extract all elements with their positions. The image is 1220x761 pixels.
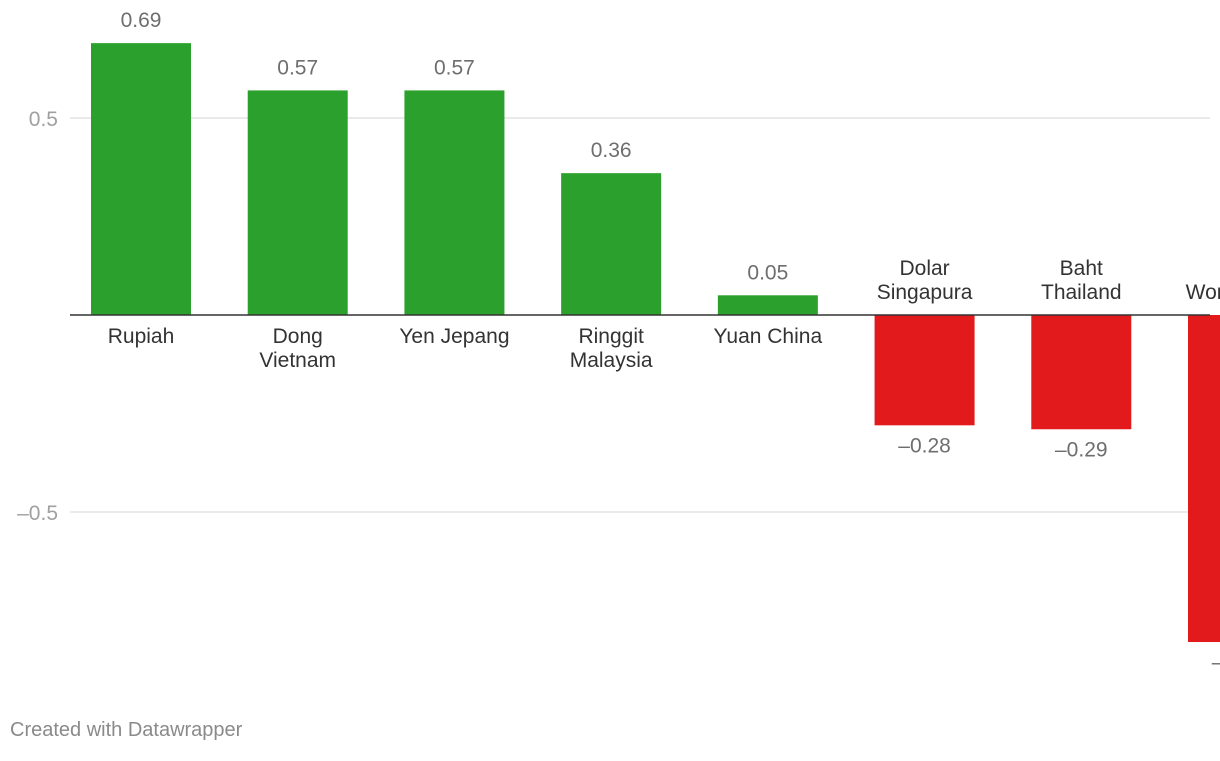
value-label: –0.29 bbox=[1055, 438, 1108, 461]
category-label-line: Yuan China bbox=[714, 325, 823, 348]
bar bbox=[561, 173, 662, 315]
bar bbox=[874, 315, 975, 426]
category-label-line: Dolar bbox=[899, 257, 949, 280]
category-label-line: Ringgit bbox=[578, 325, 644, 348]
value-label: 0.69 bbox=[121, 9, 162, 32]
category-label-line: Malaysia bbox=[570, 349, 653, 372]
bar bbox=[247, 90, 348, 315]
bar bbox=[1031, 315, 1132, 430]
category-label-line: Thailand bbox=[1041, 281, 1122, 304]
value-label: 0.57 bbox=[277, 56, 318, 79]
value-label: –0.83 bbox=[1212, 651, 1220, 674]
y-tick-label: –0.5 bbox=[17, 502, 58, 525]
category-label-line: Rupiah bbox=[108, 325, 175, 348]
bar bbox=[717, 295, 818, 315]
bar bbox=[404, 90, 505, 315]
value-label: 0.57 bbox=[434, 56, 475, 79]
bar bbox=[91, 43, 191, 315]
value-label: 0.36 bbox=[591, 139, 632, 162]
value-label: 0.05 bbox=[747, 261, 788, 284]
category-label: Yen Jepang bbox=[399, 325, 509, 348]
category-label: Rupiah bbox=[108, 325, 175, 348]
bar bbox=[1188, 315, 1220, 643]
category-label-line: Baht bbox=[1060, 257, 1103, 280]
category-label-line: Won Korea bbox=[1186, 281, 1220, 304]
grid-layer: 0.5 –0.5 bbox=[17, 108, 1210, 525]
category-label-line: Vietnam bbox=[259, 349, 336, 372]
category-label: Dong Vietnam bbox=[259, 325, 336, 372]
category-label-line: Yen Jepang bbox=[399, 325, 509, 348]
value-label: –0.28 bbox=[898, 434, 951, 457]
category-label: Ringgit Malaysia bbox=[570, 325, 653, 372]
category-label-line: Singapura bbox=[877, 281, 973, 304]
y-tick-label: 0.5 bbox=[29, 108, 58, 131]
category-label: Won Korea bbox=[1186, 281, 1220, 304]
category-label: Dolar Singapura bbox=[877, 257, 973, 304]
category-label: Yuan China bbox=[714, 325, 823, 348]
category-label-line: Dong bbox=[273, 325, 323, 348]
footer-credit: Created with Datawrapper bbox=[10, 719, 243, 741]
category-label: Baht Thailand bbox=[1041, 257, 1122, 304]
bar-layer bbox=[70, 43, 1220, 643]
label-layer: 0.69 Rupiah 0.57 Dong Vietnam 0.57 Yen Jepang 0… bbox=[108, 9, 1220, 674]
